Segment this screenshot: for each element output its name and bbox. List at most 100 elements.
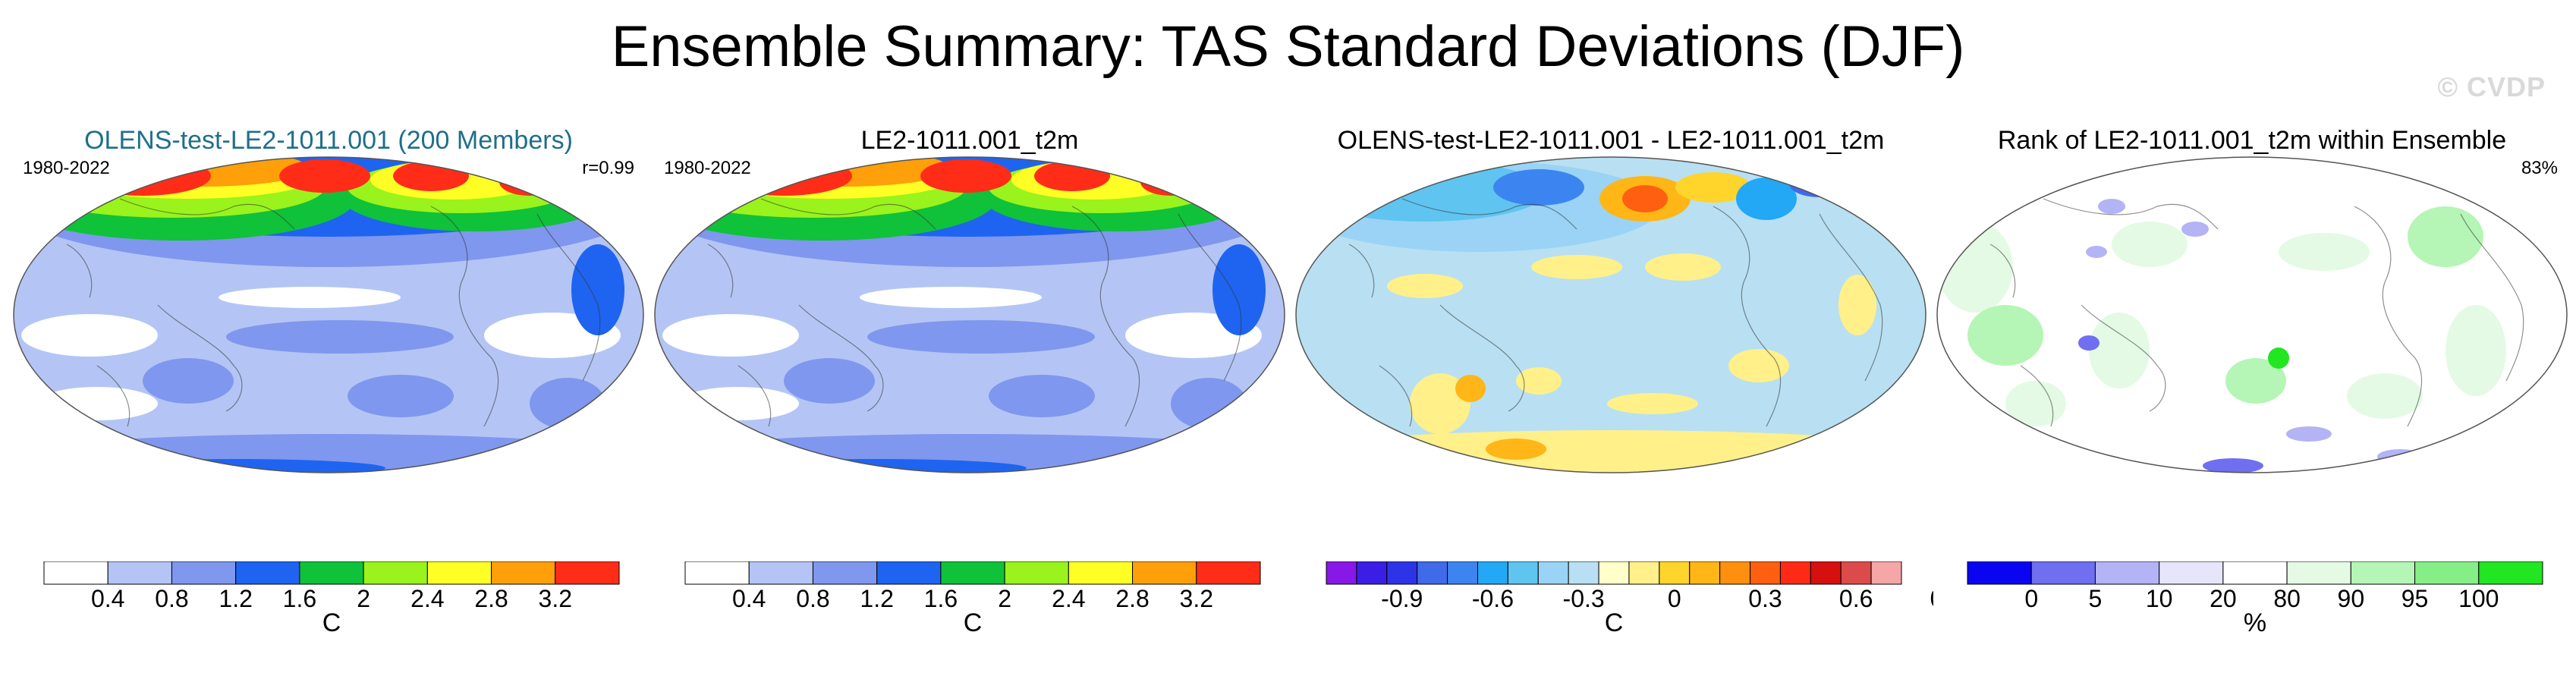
- colorbar: 0.4 0.8 1.2 1.6 2 2.4 2.8 3.2 C: [43, 561, 620, 637]
- colorbar-swatch-6: [1507, 561, 1539, 585]
- colorbar-swatch-8: [2478, 561, 2543, 585]
- global-map: [654, 156, 1285, 473]
- colorbar-swatch-1: [2030, 561, 2096, 585]
- coastline-3: [96, 365, 131, 427]
- shaded-region-7: [2445, 305, 2506, 396]
- shaded-region-2: [1967, 305, 2043, 366]
- shaded-region-10: [989, 375, 1095, 417]
- shaded-region-16: [2286, 426, 2332, 442]
- coastline-2: [2081, 304, 2166, 412]
- shaded-region-10: [348, 375, 454, 417]
- colorbar-tick-label: 0.8: [155, 585, 188, 612]
- colorbar-tick-label: 90: [2338, 585, 2365, 612]
- colorbar-swatch-4: [299, 561, 364, 585]
- shaded-region-9: [143, 358, 234, 404]
- shaded-region-14: [2078, 335, 2099, 351]
- colorbar-swatch-12: [1689, 561, 1721, 585]
- shaded-region-11: [2268, 347, 2289, 369]
- colorbar-swatch-1: [107, 561, 172, 585]
- colorbar-tick-label: 10: [2146, 585, 2173, 612]
- shaded-region-11: [530, 378, 605, 429]
- shaded-region-5: [2279, 233, 2370, 271]
- shaded-region-2: [82, 459, 385, 473]
- colorbar-tick-label: 0.6: [1839, 585, 1873, 612]
- shaded-region-5: [860, 287, 1042, 308]
- shaded-region-7: [1675, 172, 1751, 203]
- panel-ensemble-sd: OLENS-test-LE2-1011.001 (200 Members) 19…: [6, 114, 651, 676]
- shaded-region-3: [1326, 161, 1433, 191]
- coastline-4: [2460, 213, 2524, 382]
- shaded-region-6: [36, 387, 158, 420]
- shaded-region-11: [1171, 378, 1247, 429]
- shaded-region-10: [2005, 381, 2066, 426]
- colorbar-tick-label: 0: [2024, 585, 2038, 612]
- shaded-region-25: [1140, 168, 1201, 196]
- shaded-region-1: [1937, 222, 2013, 313]
- colorbar-swatch-2: [1386, 561, 1418, 585]
- panel-title: OLENS-test-LE2-1011.001 (200 Members): [84, 126, 573, 155]
- shaded-region-8: [2225, 358, 2286, 404]
- colorbar-tick-label: 3.2: [1180, 585, 1213, 612]
- shaded-region-25: [499, 168, 560, 196]
- shaded-region-16: [1607, 393, 1698, 414]
- colorbar-tick-label: -0.6: [1472, 585, 1514, 612]
- map-border: [1936, 156, 2568, 473]
- shaded-region-19: [1296, 430, 1926, 473]
- colorbar-swatch-5: [1477, 561, 1508, 585]
- shaded-region-12: [1387, 274, 1463, 298]
- coastline-1: [1401, 198, 1577, 230]
- shaded-region-3: [2089, 313, 2150, 388]
- shaded-region-5: [219, 287, 401, 308]
- colorbar-tick-label: 1.6: [924, 585, 958, 612]
- colorbar-swatch-14: [1750, 561, 1781, 585]
- colorbar: 0.4 0.8 1.2 1.6 2 2.4 2.8 3.2 C: [684, 561, 1261, 637]
- coastline-5: [1989, 244, 2016, 298]
- colorbar-tick-label: 2.4: [410, 585, 444, 612]
- colorbar-unit-label: C: [1605, 608, 1624, 637]
- shaded-region-9: [1789, 170, 1850, 197]
- colorbar-tick-label: 0.4: [732, 585, 766, 612]
- colorbar-swatch-17: [1840, 561, 1872, 585]
- shaded-region-18: [2377, 449, 2423, 464]
- coastline-4: [1178, 213, 1242, 382]
- colorbar-tick-label: -0.9: [1381, 585, 1423, 612]
- colorbar-swatch-7: [491, 561, 556, 585]
- period-label: 1980-2022: [23, 158, 110, 178]
- colorbar-tick-label: 2.8: [474, 585, 508, 612]
- map-border: [13, 156, 644, 473]
- colorbar-tick-label: 3.2: [539, 585, 572, 612]
- colorbar-swatch-0: [684, 561, 750, 585]
- colorbar-tick-label: 1.2: [219, 585, 252, 612]
- shaded-region-2: [723, 459, 1027, 473]
- colorbar-tick-label: 2.8: [1115, 585, 1149, 612]
- colorbar-swatch-1: [748, 561, 813, 585]
- coastline-1: [760, 198, 936, 230]
- colorbar-swatch-7: [1537, 561, 1569, 585]
- coastline-1: [2043, 198, 2219, 230]
- figure-title: Ensemble Summary: TAS Standard Deviation…: [611, 14, 1965, 79]
- colorbar-swatch-11: [1659, 561, 1691, 585]
- panel-title: Rank of LE2-1011.001_t2m within Ensemble: [1997, 126, 2507, 155]
- colorbar-swatch-0: [1326, 561, 1357, 585]
- colorbar-swatch-8: [1196, 561, 1261, 585]
- shaded-region-23: [279, 159, 370, 193]
- shaded-region-12: [2098, 199, 2125, 214]
- coastline-3: [738, 365, 772, 427]
- colorbar-swatch-4: [2222, 561, 2288, 585]
- colorbar-tick-label: 2: [357, 585, 370, 612]
- panel-difference: OLENS-test-LE2-1011.001 - LE2-1011.001_t…: [1288, 114, 1933, 676]
- colorbar-tick-label: -0.3: [1563, 585, 1605, 612]
- colorbar-swatch-3: [2159, 561, 2224, 585]
- colorbar-tick-label: 0.3: [1748, 585, 1782, 612]
- shaded-region-12: [1213, 244, 1266, 335]
- colorbar-unit-label: C: [322, 608, 341, 637]
- shaded-region-10: [1531, 255, 1622, 279]
- colorbar-swatch-4: [940, 561, 1005, 585]
- colorbar-swatch-5: [2286, 561, 2351, 585]
- shaded-region-12: [571, 244, 624, 335]
- colorbar-swatch-10: [1628, 561, 1660, 585]
- correlation-label: r=0.99: [582, 158, 634, 178]
- coastline-0: [2354, 206, 2423, 427]
- map-border: [654, 156, 1285, 473]
- global-map: [1295, 156, 1926, 473]
